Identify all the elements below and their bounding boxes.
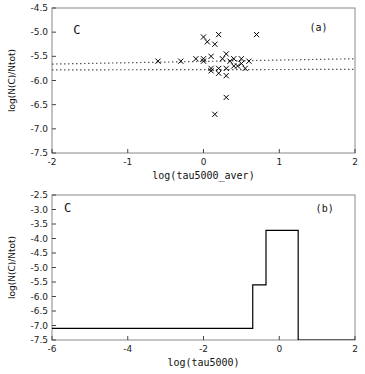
x-tick-label: 0	[201, 157, 207, 167]
y-tick-label: -3.0	[30, 205, 48, 215]
x-tick-label: 2	[352, 344, 358, 354]
scatter-point	[208, 54, 213, 59]
scatter-point	[212, 42, 217, 47]
plot-data	[52, 32, 355, 117]
plot-frame	[52, 8, 355, 153]
y-tick-label: -6.5	[30, 100, 48, 110]
scatter-point	[246, 59, 251, 64]
y-tick-label: -7.0	[30, 124, 48, 134]
x-tick	[355, 149, 356, 153]
scatter-point	[216, 66, 221, 71]
scatter-point	[224, 51, 229, 56]
y-tick-label: -7.5	[30, 335, 48, 345]
line	[52, 230, 355, 340]
element-label: C	[64, 201, 71, 215]
x-tick	[127, 336, 128, 340]
scatter-point	[208, 68, 213, 73]
y-tick-label: -6.0	[30, 292, 48, 302]
y-tick	[52, 238, 56, 239]
y-tick	[52, 209, 56, 210]
dotted-line	[52, 59, 355, 64]
y-tick	[52, 224, 56, 225]
y-tick	[52, 340, 56, 341]
y-tick-label: -7.0	[30, 321, 48, 331]
y-axis-label: log(N(C)/Ntot)	[7, 236, 17, 299]
panel-label: (b)	[316, 203, 334, 214]
y-tick-label: -4.0	[30, 234, 48, 244]
scatter-point	[224, 66, 229, 71]
scatter-point	[201, 59, 206, 64]
y-tick	[52, 32, 56, 33]
y-tick	[52, 253, 56, 254]
x-axis-label: log(tau5000)	[167, 357, 239, 368]
x-tick	[279, 336, 280, 340]
element-label: C	[73, 23, 80, 37]
scatter-point	[193, 56, 198, 61]
panel: -2 -1 0 1 2 -7.5 -7.0 -6.5 -6.0 -5.5 -5.0 -4.5 log(t…	[7, 3, 358, 182]
y-tick	[52, 80, 56, 81]
y-tick-label: -5.5	[30, 277, 48, 287]
plot-frame	[52, 195, 355, 340]
y-tick	[52, 282, 56, 283]
x-tick-label: -6	[48, 344, 57, 354]
x-tick-label: -1	[123, 157, 132, 167]
x-tick-label: -2	[48, 157, 57, 167]
y-tick	[52, 104, 56, 105]
scatter-point	[224, 73, 229, 78]
plot-data	[52, 230, 355, 340]
scatter-point	[212, 112, 217, 117]
x-tick-label: -4	[123, 344, 132, 354]
scatter-point	[224, 95, 229, 100]
y-tick	[52, 296, 56, 297]
scatter-point	[243, 66, 248, 71]
x-tick	[203, 336, 204, 340]
y-tick-label: -5.0	[30, 27, 48, 37]
scatter-point	[201, 34, 206, 39]
y-tick-label: -5.5	[30, 51, 48, 61]
scatter-point	[216, 71, 221, 76]
y-tick	[52, 153, 56, 154]
x-axis-label: log(tau5000_aver)	[152, 170, 254, 182]
y-tick-label: -7.5	[30, 148, 48, 158]
y-tick-label: -4.5	[30, 248, 48, 258]
y-tick-label: -4.5	[30, 3, 48, 13]
y-tick	[52, 311, 56, 312]
x-tick-label: -2	[199, 344, 208, 354]
y-tick	[52, 267, 56, 268]
y-tick-label: -3.5	[30, 219, 48, 229]
y-tick-label: -5.0	[30, 263, 48, 273]
y-tick	[52, 8, 56, 9]
x-tick	[279, 149, 280, 153]
scatter-point	[231, 56, 236, 61]
scatter-point	[239, 56, 244, 61]
scatter-point	[205, 39, 210, 44]
figure: -2 -1 0 1 2 -7.5 -7.0 -6.5 -6.0 -5.5 -5.0 -4.5 log(t…	[0, 0, 365, 374]
x-tick-label: 2	[352, 157, 358, 167]
y-tick	[52, 56, 56, 57]
y-tick-label: -2.5	[30, 190, 48, 200]
x-tick	[127, 149, 128, 153]
panel: -6 -4 -2 0 2 -7.5 -7.0 -6.5 -6.0 -5.5 -5.0 -4.5 -4.0…	[7, 190, 358, 368]
x-tick	[203, 149, 204, 153]
scatter-point	[155, 59, 160, 64]
y-tick-label: -6.5	[30, 306, 48, 316]
y-tick	[52, 128, 56, 129]
scatter-point	[239, 61, 244, 66]
scatter-point	[178, 59, 183, 64]
dotted-line	[52, 69, 355, 71]
scatter-point	[254, 32, 259, 37]
x-tick	[52, 336, 53, 340]
x-tick-label: 1	[276, 157, 282, 167]
scatter-point	[216, 32, 221, 37]
y-tick-label: -6.0	[30, 76, 48, 86]
y-tick	[52, 195, 56, 196]
scatter-point	[220, 56, 225, 61]
x-tick-label: 0	[276, 344, 282, 354]
y-axis-label: log(N(C)/Ntot)	[7, 49, 17, 112]
x-tick	[52, 149, 53, 153]
panel-label: (a)	[310, 22, 328, 33]
y-tick	[52, 325, 56, 326]
